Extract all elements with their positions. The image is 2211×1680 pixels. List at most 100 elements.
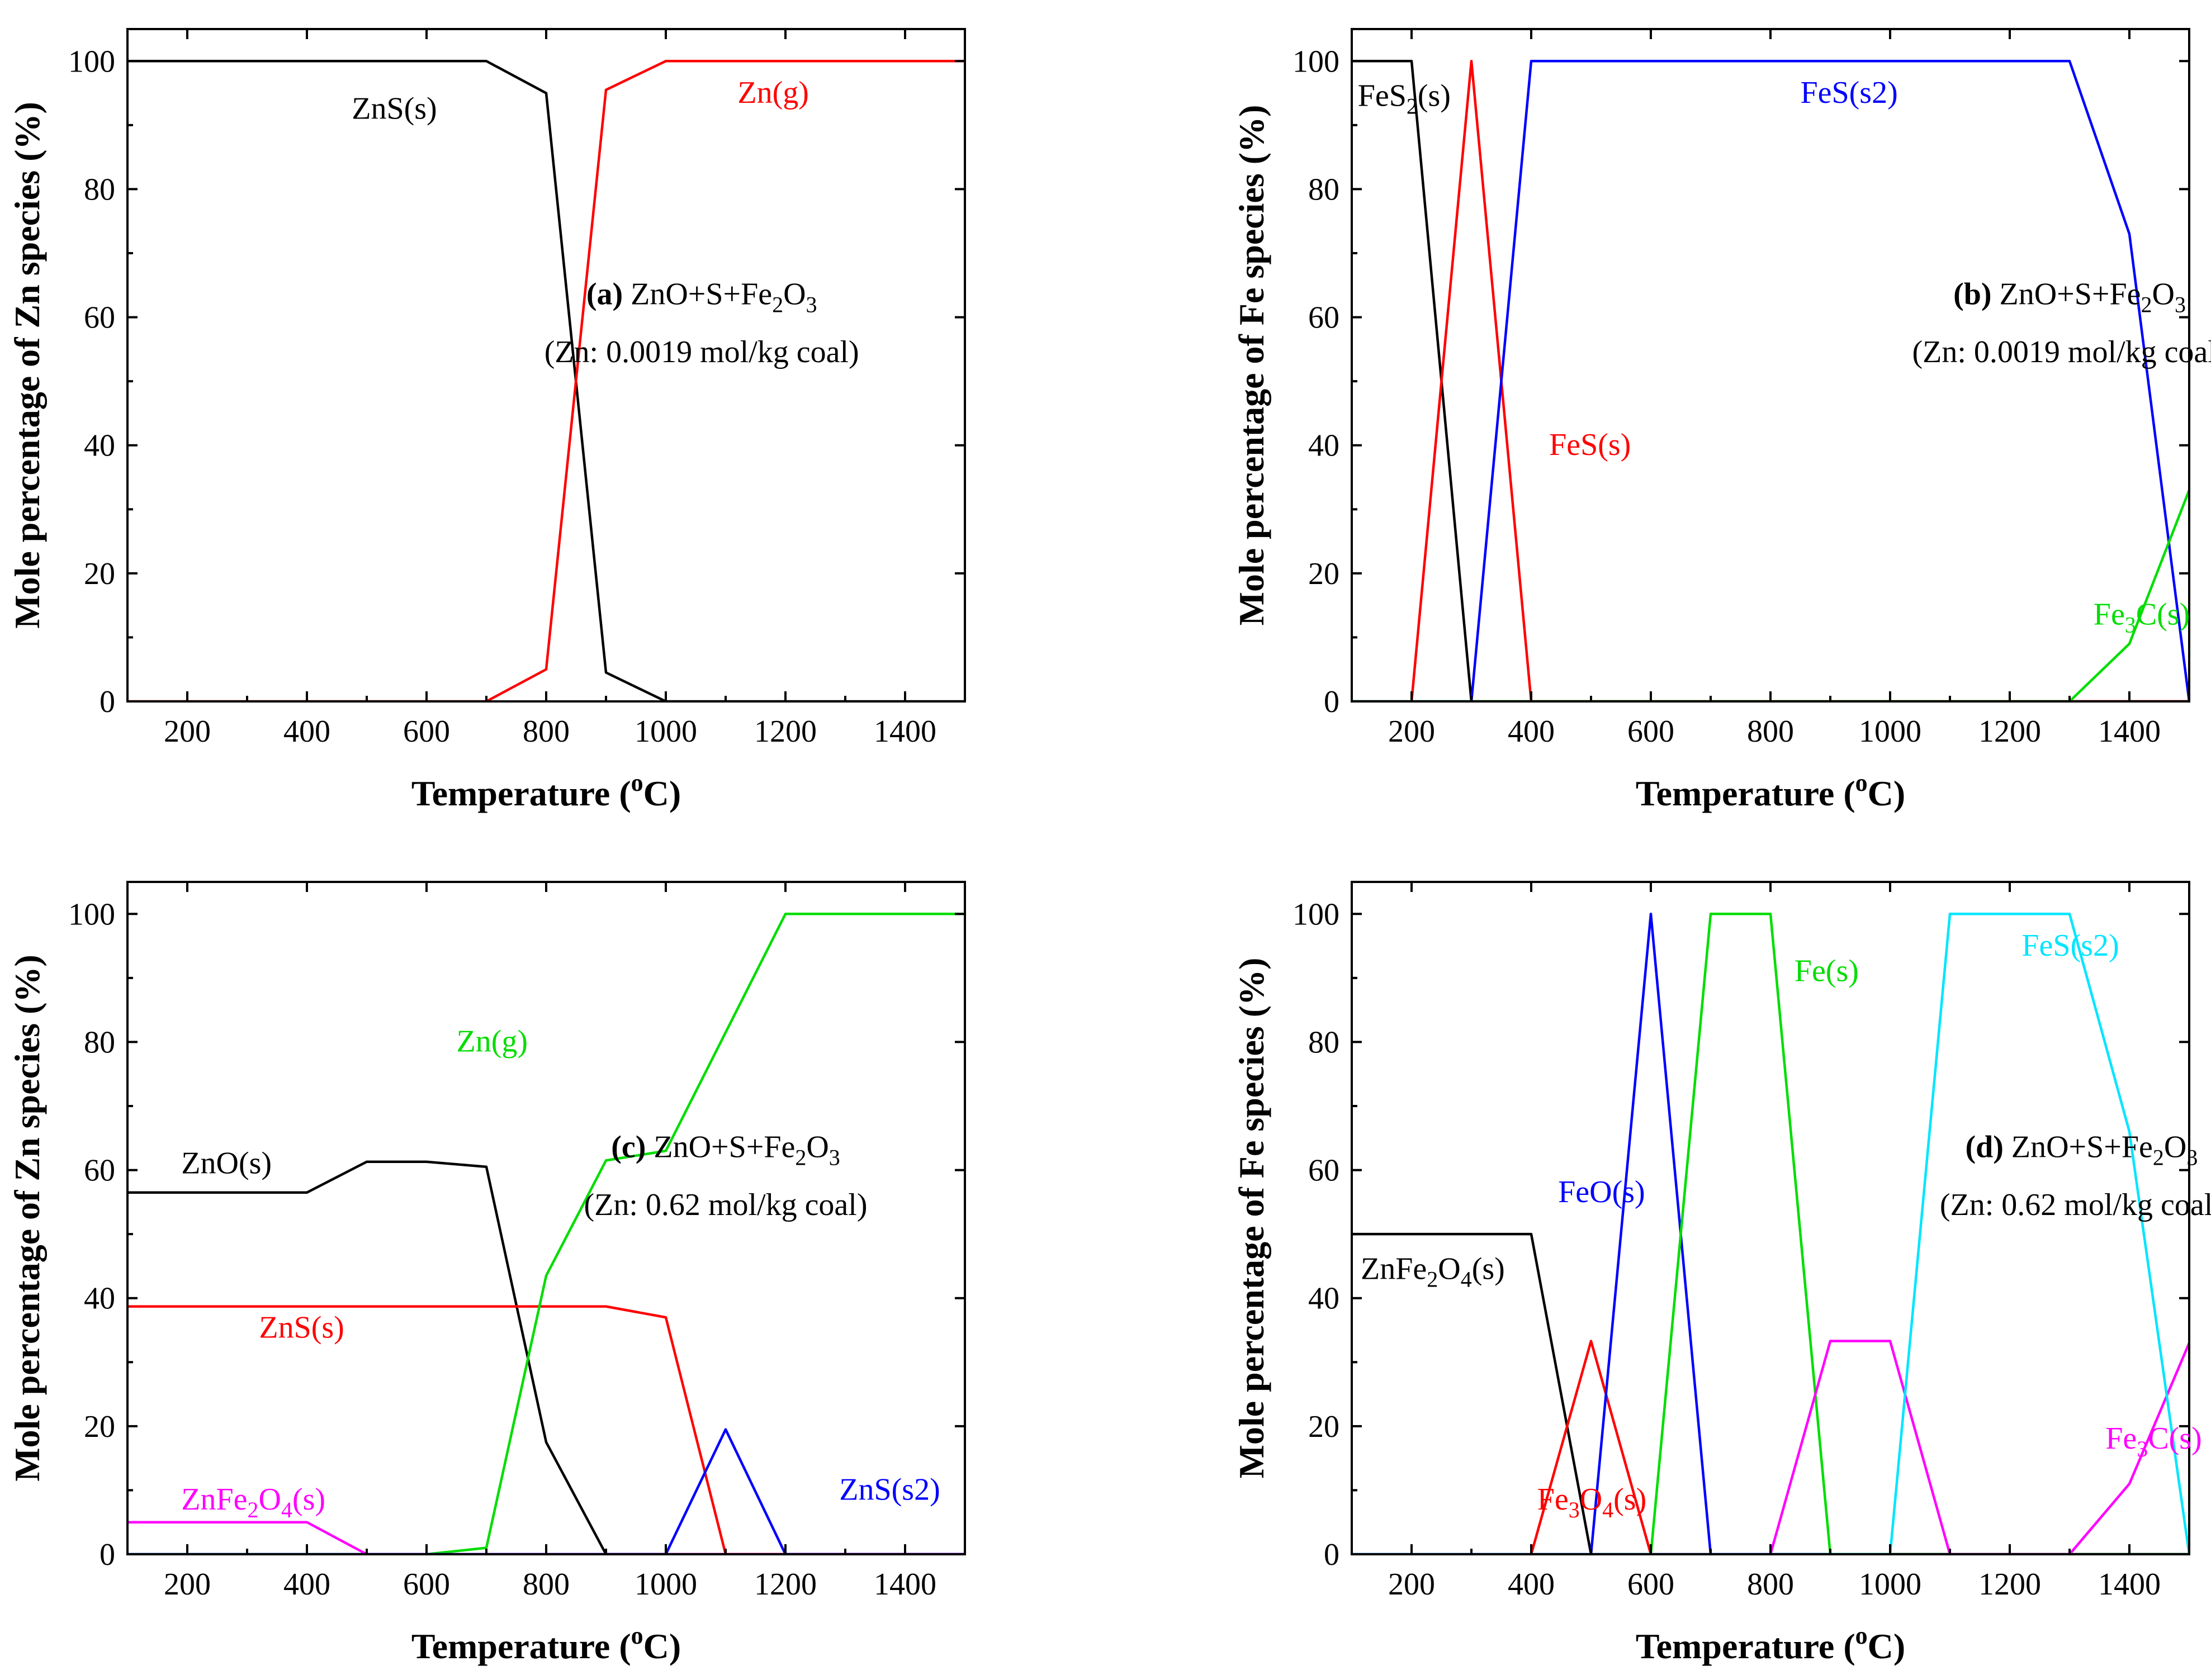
series-label-fe3o4-s--part: O — [1580, 1482, 1602, 1517]
series-label-fe3c-s--part: C(s) — [2148, 1421, 2201, 1456]
series-label-fes-s2--part: FeS(s2) — [1801, 75, 1898, 110]
x-tick-label: 200 — [164, 714, 211, 749]
x-tick-label: 600 — [1627, 714, 1674, 749]
series-label-zns-s2--part: ZnS(s2) — [839, 1473, 940, 1507]
series-label-fe3c-s--part: C(s) — [2136, 597, 2190, 632]
panel-formula-part: O — [806, 1130, 828, 1165]
x-tick-label: 1400 — [2098, 1567, 2161, 1602]
x-tick-label: 400 — [283, 1567, 330, 1602]
chart-panel-c: 200 400 600 800 1000 1200 1400 0 20 40 60 80 100 Temp… — [7, 881, 966, 1666]
series-label-fes-s2-: FeS(s2) — [1801, 75, 1898, 110]
series-label-fe3c-s--part: Fe — [2094, 597, 2125, 632]
x-axis-title: Temperature (oC) — [411, 769, 681, 813]
series-label-znfe2o4-s-: ZnFe2O4(s) — [181, 1482, 325, 1522]
chart-panel-a: 200 400 600 800 1000 1200 1400 0 20 40 60 80 100 Temp… — [7, 28, 966, 813]
series-label-fes-s2-: FeS(s2) — [2021, 928, 2119, 963]
chart-panel-d: 200 400 600 800 1000 1200 1400 0 20 40 60 80 100 Temp… — [1232, 881, 2211, 1666]
panel-annotation: (c) ZnO+S+Fe2O3 — [611, 1130, 840, 1170]
x-axis-title-part: C) — [1868, 773, 1906, 813]
series-line-zns-s- — [127, 60, 965, 703]
panel-tag: (b) — [1953, 277, 1991, 312]
x-tick-label: 600 — [1627, 1567, 1674, 1602]
y-tick-label: 80 — [84, 172, 115, 207]
series-label-znfe2o4-s--part: O — [1438, 1251, 1460, 1286]
series-label-fe3c-s-: Fe3C(s) — [2094, 597, 2190, 638]
panel-formula-part: ZnO+S+Fe — [646, 1130, 795, 1165]
y-axis-title: Mole percentage of Zn species (%) — [7, 955, 47, 1482]
x-tick-label: 1000 — [635, 714, 697, 749]
x-tick-label: 800 — [523, 1567, 570, 1602]
x-tick-label: 1000 — [1859, 1567, 1921, 1602]
y-tick-label: 0 — [100, 685, 115, 719]
series-label-feo-s--part: FeO(s) — [1558, 1175, 1645, 1209]
x-axis-title-part: o — [631, 1622, 643, 1649]
series-label-fe3o4-s--part: 3 — [1569, 1497, 1580, 1522]
panel-formula-part: 2 — [772, 292, 783, 317]
series-group — [127, 913, 965, 1555]
y-tick-label: 100 — [68, 897, 115, 932]
series-label-znfe2o4-s--part: ZnFe — [181, 1482, 247, 1517]
series-label-feo-s-: FeO(s) — [1558, 1175, 1645, 1209]
series-label-fe3o4-s-: Fe3O4(s) — [1537, 1482, 1647, 1522]
series-label-zns-s-: ZnS(s) — [259, 1311, 344, 1345]
x-axis-title-part: o — [631, 769, 643, 796]
panel-conditions: (Zn: 0.0019 mol/kg coal) — [1912, 335, 2211, 369]
y-tick-label: 20 — [84, 557, 115, 591]
y-tick-label: 20 — [1308, 1410, 1339, 1444]
panel-formula-part: ZnO+S+Fe — [2004, 1130, 2153, 1165]
x-tick-label: 200 — [1388, 714, 1435, 749]
y-axis-title: Mole percentage of Fe species (%) — [1232, 105, 1271, 626]
x-tick-label: 800 — [523, 714, 570, 749]
series-label-fe3c-s--part: 3 — [2125, 613, 2136, 638]
series-line-zno-s- — [127, 1160, 965, 1555]
panel-tag: (a) — [586, 277, 623, 312]
series-label-zn-g-: Zn(g) — [457, 1024, 528, 1059]
x-tick-label: 1000 — [635, 1567, 697, 1602]
series-label-zns-s--part: ZnS(s) — [352, 91, 437, 126]
x-tick-label: 1200 — [754, 714, 817, 749]
series-label-fes-s--part: FeS(s) — [1549, 428, 1631, 462]
y-tick-label: 20 — [1308, 557, 1339, 591]
series-line-fe3o4-s- — [1352, 1340, 2189, 1555]
x-tick-label: 200 — [164, 1567, 211, 1602]
y-tick-label: 100 — [1292, 44, 1339, 79]
series-label-fe3c-s-: Fe3C(s) — [2105, 1421, 2201, 1461]
y-tick-label: 80 — [84, 1025, 115, 1060]
series-line-fes-s- — [1352, 1340, 2189, 1555]
x-axis-title-part: C) — [643, 773, 681, 813]
series-label-zns-s2-: ZnS(s2) — [839, 1473, 940, 1507]
x-axis-title: Temperature (oC) — [411, 1622, 681, 1666]
series-label-znfe2o4-s--part: (s) — [292, 1482, 325, 1517]
series-label-zns-s--part: ZnS(s) — [259, 1311, 344, 1345]
y-tick-label: 40 — [84, 429, 115, 463]
y-tick-label: 80 — [1308, 1025, 1339, 1060]
series-label-zno-s--part: ZnO(s) — [181, 1146, 272, 1180]
series-label-zn-g--part: Zn(g) — [737, 75, 809, 110]
x-axis-title-part: Temperature ( — [1636, 1626, 1855, 1666]
x-tick-label: 600 — [403, 714, 450, 749]
panel-formula-part: ZnO+S+Fe — [1992, 277, 2141, 312]
x-tick-label: 400 — [1508, 714, 1555, 749]
panel-annotation: (b) ZnO+S+Fe2O3 — [1953, 277, 2186, 317]
y-tick-label: 0 — [1324, 1537, 1339, 1572]
x-tick-label: 1400 — [874, 1567, 936, 1602]
series-line-fes-s2- — [1352, 60, 2189, 703]
series-label-fe3c-s--part: Fe — [2105, 1421, 2137, 1456]
x-axis-title: Temperature (oC) — [1636, 769, 1905, 813]
series-line-fes2-s- — [1352, 60, 2189, 703]
panel-formula-part: 2 — [795, 1145, 806, 1170]
panel-formula-part: 3 — [806, 292, 817, 317]
series-label-fe3o4-s--part: 4 — [1602, 1497, 1613, 1522]
panel-conditions: (Zn: 0.62 mol/kg coal) — [1940, 1188, 2211, 1222]
panel-annotation: (a) ZnO+S+Fe2O3 — [586, 277, 817, 317]
x-tick-label: 1000 — [1859, 714, 1921, 749]
series-label-znfe2o4-s--part: 4 — [1461, 1266, 1472, 1292]
series-label-znfe2o4-s--part: 2 — [1427, 1266, 1438, 1292]
panel-formula-part: ZnO+S+Fe — [623, 277, 772, 312]
x-tick-label: 600 — [403, 1567, 450, 1602]
series-label-fe3o4-s--part: (s) — [1613, 1482, 1646, 1517]
x-tick-label: 800 — [1747, 1567, 1794, 1602]
y-tick-label: 100 — [1292, 897, 1339, 932]
y-tick-label: 60 — [84, 301, 115, 335]
